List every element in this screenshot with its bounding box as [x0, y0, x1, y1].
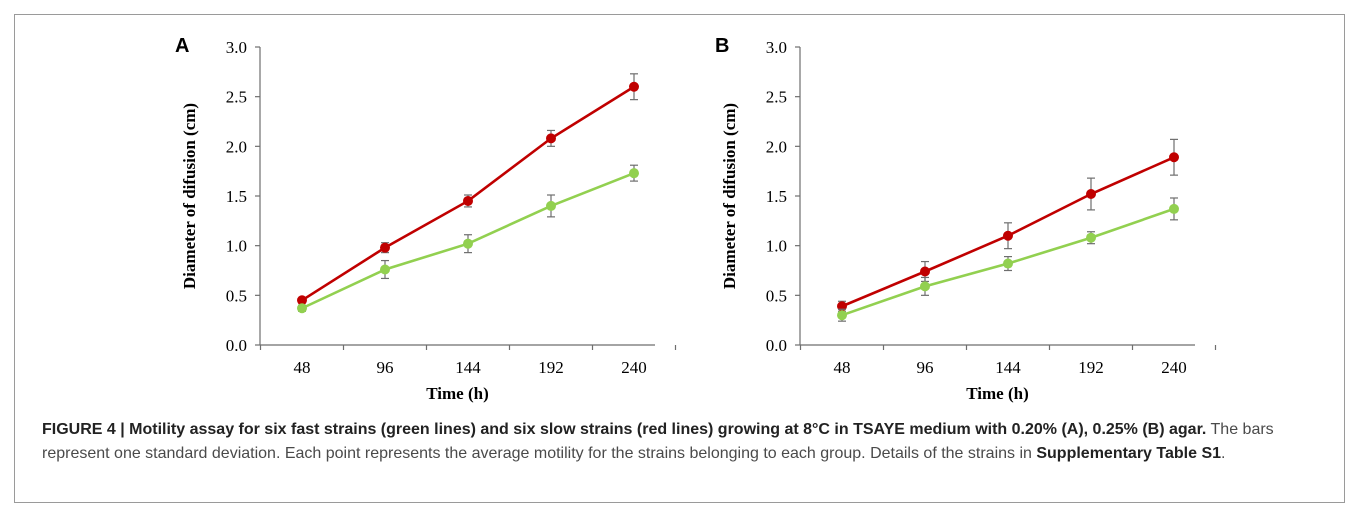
- chart-b-series-red-point: [1169, 152, 1179, 163]
- chart-a-x-tick-label: 48: [294, 358, 311, 377]
- caption-table-reference: Supplementary Table S1: [1036, 444, 1222, 462]
- chart-b-y-tick-label: 3.0: [766, 38, 787, 57]
- chart-b-y-tick-label: 1.0: [766, 237, 787, 256]
- chart-b-x-tick-label: 144: [995, 358, 1021, 377]
- chart-b-series-green-point: [1003, 258, 1013, 269]
- chart-a-series-red-point: [463, 195, 473, 206]
- chart-a-y-tick-label: 1.0: [226, 237, 247, 256]
- figure-caption: FIGURE 4 | Motility assay for six fast s…: [42, 418, 1342, 465]
- chart-a-x-tick-label: 192: [538, 358, 564, 377]
- caption-body: The bars represent one standard deviatio…: [42, 421, 1274, 462]
- chart-a-x-tick-label: 144: [455, 358, 481, 377]
- chart-a-series-red-point: [629, 81, 639, 92]
- chart-b-series-green-point: [837, 310, 847, 321]
- chart-b-series-red-point: [1003, 230, 1013, 241]
- chart-a-series-green-point: [297, 303, 307, 314]
- chart-a-x-tick-label: 96: [377, 358, 394, 377]
- chart-a-y-axis-title: Diameter of difusion (cm): [180, 103, 199, 289]
- chart-b-x-axis-title: Time (h): [966, 384, 1029, 403]
- chart-a-y-tick-label: 0.5: [226, 286, 247, 305]
- chart-b-series-green-point: [1169, 203, 1179, 214]
- chart-a-y-tick-label: 1.5: [226, 187, 247, 206]
- chart-a-x-axis-title: Time (h): [426, 384, 489, 403]
- caption-title: Motility assay for six fast strains (gre…: [129, 421, 1207, 438]
- caption-figure-label: FIGURE 4 |: [42, 421, 130, 438]
- chart-a-y-tick-label: 0.0: [226, 336, 247, 355]
- chart-b-y-tick-label: 0.5: [766, 286, 787, 305]
- chart-a-series-red-point: [546, 133, 556, 144]
- chart-b-x-tick-label: 48: [834, 358, 851, 377]
- chart-b-series-green-point: [1086, 232, 1096, 243]
- chart-a-series-green-point: [546, 200, 556, 211]
- caption-end: .: [1221, 444, 1226, 462]
- chart-a-y-tick-label: 2.0: [226, 137, 247, 156]
- chart-a-y-tick-label: 2.5: [226, 88, 247, 107]
- chart-b-y-tick-label: 2.5: [766, 88, 787, 107]
- chart-a-series-red-point: [297, 295, 307, 306]
- chart-b-panel-label: B: [715, 35, 729, 57]
- chart-b-x-tick-label: 240: [1161, 358, 1187, 377]
- chart-b-y-tick-label: 2.0: [766, 137, 787, 156]
- chart-a-series-green-point: [463, 238, 473, 249]
- chart-b-x-tick-label: 96: [917, 358, 934, 377]
- chart-b-y-tick-label: 1.5: [766, 187, 787, 206]
- chart-panel-b: B 0.0 0.5 1.0 1.5 2.0 2.5 3.0 48 96 144 192 240 Time …: [715, 35, 1217, 403]
- chart-b-y-axis-title: Diameter of difusion (cm): [720, 103, 739, 289]
- chart-b-series-red-point: [920, 266, 930, 277]
- chart-a-series-green-point: [629, 168, 639, 179]
- chart-a-series-red-point: [380, 242, 390, 253]
- chart-b-series-green-point: [920, 281, 930, 292]
- chart-a-x-tick-label: 240: [621, 358, 647, 377]
- chart-a-panel-label: A: [175, 35, 189, 57]
- chart-a-series-green-point: [380, 264, 390, 275]
- figure-frame: [14, 14, 1345, 503]
- chart-panel-a: A 0.0 0.5 1.0 1.5 2.0 2.5 3.0 48 96 144 192 240 Time …: [175, 35, 677, 403]
- chart-b-y-tick-label: 0.0: [766, 336, 787, 355]
- chart-b-x-tick-label: 192: [1078, 358, 1104, 377]
- chart-a-y-tick-label: 3.0: [226, 38, 247, 57]
- chart-b-series-red-point: [1086, 189, 1096, 200]
